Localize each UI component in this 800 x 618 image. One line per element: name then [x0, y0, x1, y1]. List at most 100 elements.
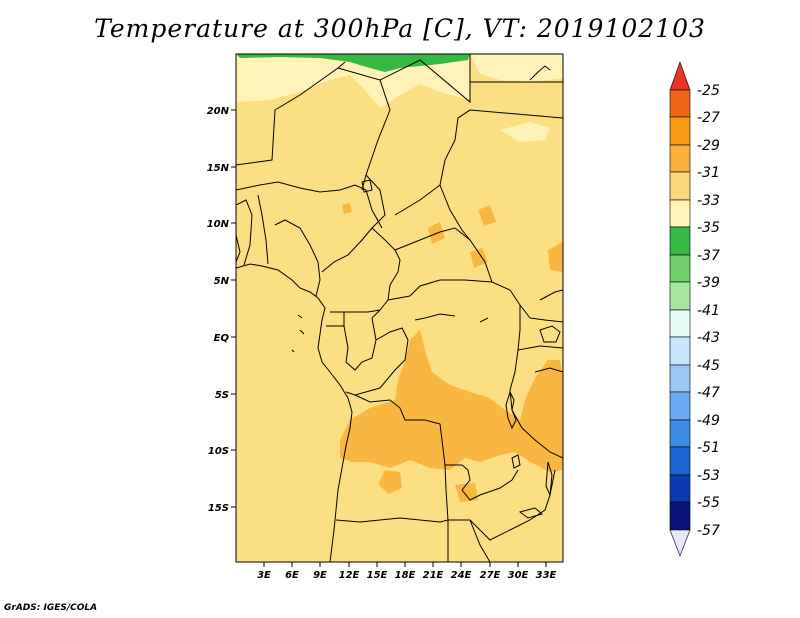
- boundary-north-1: [236, 61, 346, 166]
- boundary-northeast: [457, 109, 563, 119]
- lat-label: 5S: [215, 390, 229, 401]
- boundary-wa-1: [236, 181, 383, 229]
- colorbar-segment: [669, 364, 691, 393]
- lon-label: 27E: [480, 570, 501, 581]
- map-frame: [235, 53, 564, 563]
- lat-label: 10S: [208, 446, 229, 457]
- lat-label: 20N: [207, 106, 230, 117]
- colorbar: -25 -27 -29 -31 -33 -35 -37 -39 -41 -43 …: [669, 61, 720, 557]
- colorbar-segment: [669, 89, 691, 118]
- colorbar-label: -39: [697, 275, 720, 291]
- boundary-wa-5: [236, 234, 241, 263]
- warm-region-east-edge: [548, 242, 563, 272]
- lat-label: 5N: [214, 276, 230, 287]
- boundary-ca-4: [439, 184, 471, 241]
- boundary-drc-angola: [354, 394, 519, 501]
- colorbar-label: -29: [697, 138, 720, 154]
- colorbar-label: -35: [697, 220, 720, 236]
- green-region: [236, 54, 470, 72]
- colorbar-segment: [669, 501, 691, 531]
- lat-label: EQ: [214, 333, 230, 344]
- warm-region-west-small: [342, 203, 352, 214]
- colorbar-segment: [669, 116, 691, 146]
- colorbar-segment: [669, 474, 691, 503]
- cool-region-northeast: [470, 54, 563, 82]
- country-boundaries: [236, 54, 563, 562]
- colorbar-label: -47: [697, 385, 720, 401]
- red-sea-coast: [529, 65, 551, 81]
- lon-label: 9E: [313, 570, 327, 581]
- boundary-wa-6: [321, 174, 386, 273]
- lon-label: 24E: [451, 570, 472, 581]
- boundary-zambia: [448, 469, 556, 541]
- lat-label: 15N: [207, 163, 230, 174]
- boundary-southeast: [469, 519, 491, 562]
- boundary-east-5: [539, 289, 563, 301]
- colorbar-label: -27: [697, 110, 720, 126]
- colorbar-segment: [669, 281, 691, 311]
- lake-mweru: [511, 454, 521, 469]
- boundary-east-3: [517, 345, 563, 351]
- colorbar-segment: [669, 171, 691, 201]
- lon-label: 15E: [367, 570, 388, 581]
- boundary-east-2: [529, 317, 563, 323]
- boundary-east-4: [534, 367, 563, 373]
- lon-label: 6E: [285, 570, 299, 581]
- colorbar-segment: [669, 419, 691, 448]
- warm-region-south: [455, 483, 478, 502]
- colorbar-segment: [669, 309, 691, 338]
- river-congo: [414, 313, 489, 323]
- colorbar-label: -55: [697, 495, 720, 511]
- lake-kariba: [518, 507, 544, 519]
- colorbar-segment: [669, 336, 691, 366]
- lon-label: 33E: [536, 570, 557, 581]
- boundary-east-1: [509, 305, 563, 459]
- coastline-west: [236, 263, 353, 562]
- colorbar-label: -43: [697, 330, 720, 346]
- colorbar-segment: [669, 446, 691, 476]
- lat-label: 15S: [208, 503, 229, 514]
- credit-label: GrADS: IGES/COLA: [4, 603, 98, 613]
- boundary-ca-3: [387, 279, 531, 319]
- cool-region-east: [500, 122, 550, 142]
- boundary-wa-4: [274, 219, 321, 297]
- temperature-field: [236, 54, 563, 562]
- boundary-north-2: [337, 67, 391, 191]
- warm-region-southwest: [378, 470, 402, 494]
- lake-chad: [361, 179, 373, 193]
- lake-tanganyika: [505, 390, 517, 430]
- colorbar-label: -53: [697, 468, 720, 484]
- colorbar-segment: [669, 391, 691, 421]
- colorbar-segment: [669, 144, 691, 173]
- lake-malawi: [545, 461, 553, 497]
- colorbar-label: -33: [697, 193, 720, 209]
- colorbar-bottom-arrow: [669, 529, 691, 557]
- colorbar-label: -31: [697, 165, 720, 181]
- lon-label: 21E: [423, 570, 444, 581]
- lake-victoria: [539, 325, 561, 343]
- colorbar-label: -41: [697, 303, 720, 319]
- boundary-angola-east: [444, 464, 449, 562]
- boundary-north-3: [379, 54, 471, 104]
- warm-region-central-north-2: [470, 248, 488, 268]
- lon-label: 3E: [257, 570, 271, 581]
- latitude-axis: 20N 15N 10N 5N EQ 5S 10S 15S: [207, 106, 236, 514]
- lon-label: 30E: [508, 570, 529, 581]
- boundary-ca-5: [326, 311, 345, 327]
- colorbar-segment: [669, 199, 691, 228]
- colorbar-segment: [669, 254, 691, 283]
- boundary-ca-6: [343, 309, 381, 371]
- longitude-axis: 3E 6E 9E 12E 15E 18E 21E 24E 27E 30E 33E: [257, 562, 557, 581]
- boundary-ca-2: [394, 227, 493, 283]
- boundary-ca-7: [345, 327, 409, 396]
- colorbar-label: -49: [697, 413, 720, 429]
- map-title: Temperature at 300hPa [C], VT: 201910210…: [94, 14, 706, 43]
- colorbar-label: -45: [697, 358, 720, 374]
- warm-region-south-central: [340, 330, 563, 472]
- colorbar-top-arrow: [669, 61, 691, 91]
- lon-label: 18E: [395, 570, 416, 581]
- colorbar-label: -57: [697, 523, 720, 539]
- islands-bioko: [291, 314, 305, 353]
- boundary-wa-3: [236, 199, 253, 266]
